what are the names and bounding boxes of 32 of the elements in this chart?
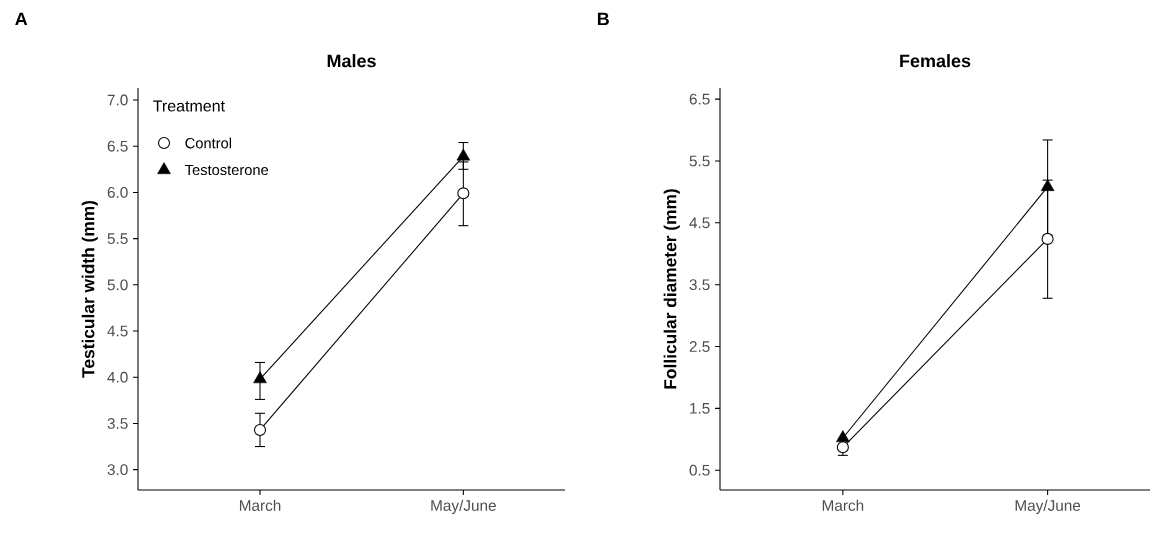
y-tick-label: 2.5 (689, 341, 710, 352)
x-tick-label: March (239, 499, 281, 511)
legend-label: Testosterone (185, 164, 269, 176)
y-tick-label: 4.5 (689, 217, 710, 229)
legend-title: Treatment (153, 100, 225, 112)
chart-title: Females (900, 54, 971, 68)
y-tick-label: 3.0 (107, 464, 128, 476)
x-tick-label: May/June (1015, 499, 1081, 514)
y-tick-label: 4.5 (107, 325, 128, 337)
point (1041, 232, 1054, 245)
chart-title: Males (327, 54, 376, 68)
x-tick-label: May/June (431, 499, 496, 514)
y-axis-title: Testicular width (mm) (81, 200, 98, 378)
y-tick-label: 6.0 (107, 186, 128, 198)
point (253, 423, 267, 436)
y-tick-label: 5.5 (107, 233, 128, 244)
y-tick-label: 7.0 (107, 94, 128, 106)
y-tick-label: 3.5 (689, 279, 710, 291)
y-tick-label: 6.5 (107, 140, 128, 152)
y-tick-label: 0.5 (689, 464, 710, 476)
x-tick-label: March (822, 499, 864, 511)
y-tick-label: 5.5 (689, 155, 710, 167)
text: A (15, 12, 28, 26)
text: B (597, 12, 609, 26)
point (457, 187, 470, 200)
y-tick-label: 3.5 (107, 418, 128, 429)
y-tick-label: 6.5 (689, 93, 710, 105)
legend-label: Control (185, 137, 232, 149)
y-tick-label: 1.5 (690, 403, 710, 414)
y-tick-label: 4.0 (107, 371, 128, 383)
y-axis-title: Follicular diameter (mm) (663, 189, 680, 389)
y-tick-label: 5.0 (107, 279, 128, 291)
